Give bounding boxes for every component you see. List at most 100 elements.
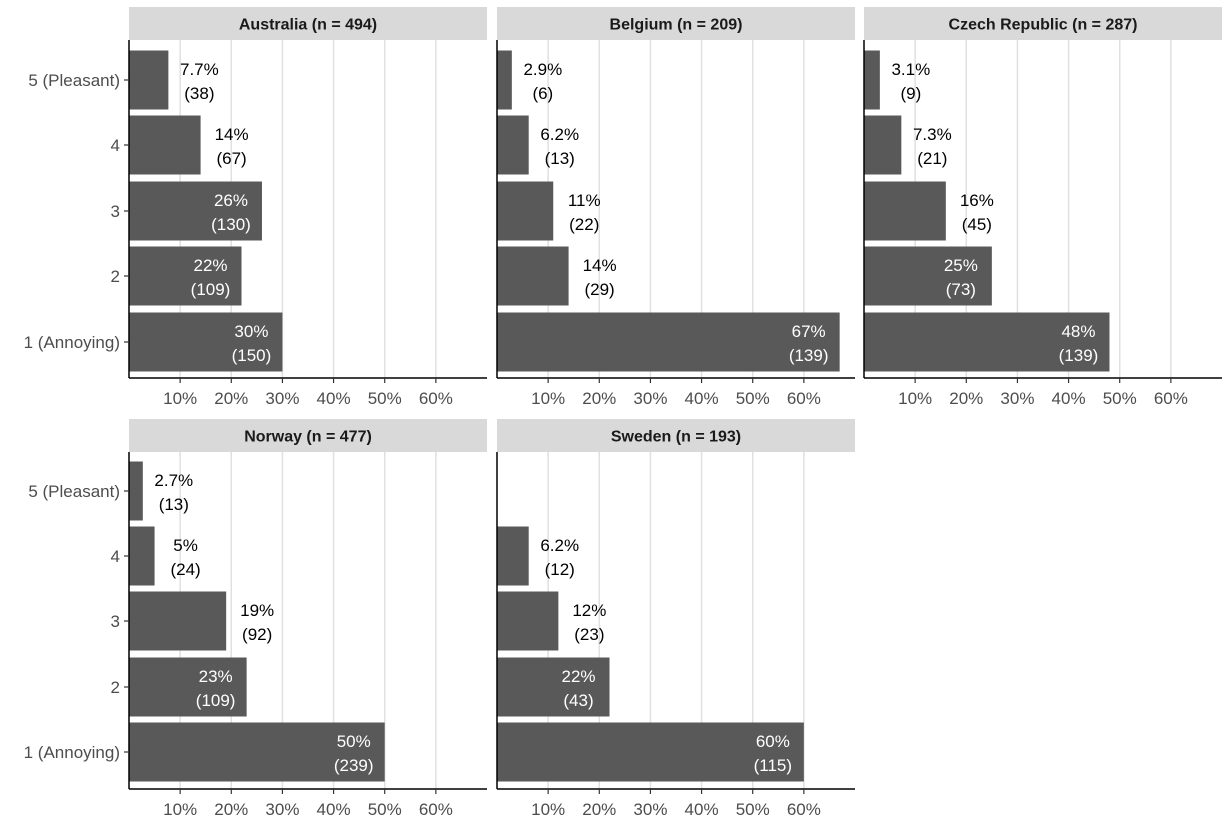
x-tick-label: 60% [419, 800, 453, 819]
y-tick-label: 5 (Pleasant) [28, 482, 120, 501]
x-tick-label: 30% [633, 800, 667, 819]
bar-count-label: (109) [191, 280, 231, 299]
facet-strip-sweden [497, 419, 855, 452]
bar-value-label: 2.9% [523, 60, 562, 79]
bar [497, 246, 569, 306]
bar-count-label: (130) [211, 215, 251, 234]
y-tick-label: 1 (Annoying) [24, 333, 120, 352]
facet-strip-czech-republic [864, 7, 1222, 40]
bar-value-label: 26% [214, 191, 248, 210]
bar [497, 526, 529, 586]
bar [497, 50, 512, 110]
x-tick-label: 20% [214, 800, 248, 819]
bar-count-label: (38) [184, 84, 214, 103]
y-tick-label: 4 [111, 136, 120, 155]
x-tick-label: 40% [317, 389, 351, 408]
x-tick-label: 10% [163, 800, 197, 819]
bar [864, 181, 946, 241]
bar [497, 591, 559, 651]
bar-count-label: (139) [789, 346, 829, 365]
bar-count-label: (13) [545, 149, 575, 168]
x-tick-label: 50% [368, 800, 402, 819]
bar [864, 50, 880, 110]
bar-value-label: 7.7% [180, 60, 219, 79]
x-tick-label: 50% [368, 389, 402, 408]
x-tick-label: 50% [1103, 389, 1137, 408]
y-tick-label: 1 (Annoying) [24, 743, 120, 762]
y-tick-label: 2 [111, 267, 120, 286]
bar [129, 115, 201, 175]
bar-count-label: (24) [170, 560, 200, 579]
bar-count-label: (92) [242, 625, 272, 644]
bar [129, 657, 247, 717]
x-tick-label: 60% [419, 389, 453, 408]
x-tick-label: 40% [1052, 389, 1086, 408]
bar-count-label: (115) [754, 756, 792, 775]
x-tick-label: 10% [163, 389, 197, 408]
bar-value-label: 6.2% [540, 536, 579, 555]
bar-count-label: (109) [196, 691, 236, 710]
x-tick-label: 50% [736, 389, 770, 408]
y-tick-label: 3 [111, 612, 120, 631]
bar-value-label: 50% [337, 732, 371, 751]
bar [129, 50, 169, 110]
bar [497, 312, 840, 372]
bar-count-label: (45) [962, 215, 992, 234]
bar-count-label: (12) [545, 560, 575, 579]
bar [129, 181, 262, 241]
bar [497, 181, 554, 241]
x-tick-label: 40% [685, 800, 719, 819]
y-tick-label: 4 [111, 547, 120, 566]
facet-title: Australia (n = 494) [239, 17, 377, 34]
x-tick-label: 30% [265, 800, 299, 819]
x-tick-label: 30% [633, 389, 667, 408]
bar-value-label: 14% [583, 256, 617, 275]
x-tick-label: 20% [582, 389, 616, 408]
bar-value-label: 48% [1061, 322, 1095, 341]
x-tick-label: 10% [531, 389, 565, 408]
bar-count-label: (22) [569, 215, 599, 234]
bar [129, 246, 242, 306]
x-tick-label: 60% [787, 800, 821, 819]
x-tick-label: 50% [736, 800, 770, 819]
bar-value-label: 22% [561, 667, 595, 686]
x-tick-label: 60% [787, 389, 821, 408]
x-tick-label: 20% [949, 389, 983, 408]
bar-count-label: (13) [159, 495, 189, 514]
x-tick-label: 60% [1154, 389, 1188, 408]
facet-title: Sweden (n = 193) [611, 429, 741, 446]
bar-value-label: 3.1% [891, 60, 930, 79]
x-tick-label: 40% [685, 389, 719, 408]
bar-value-label: 5% [173, 536, 198, 555]
bar [497, 657, 610, 717]
bar-value-label: 2.7% [154, 471, 193, 490]
bar [497, 115, 529, 175]
facet-title: Czech Republic (n = 287) [949, 17, 1138, 34]
bar-value-label: 16% [960, 191, 994, 210]
bar-value-label: 23% [199, 667, 233, 686]
bar-value-label: 19% [240, 601, 274, 620]
x-tick-label: 20% [582, 800, 616, 819]
bar-count-label: (6) [532, 84, 553, 103]
bar [129, 722, 385, 782]
bar-count-label: (43) [563, 691, 593, 710]
bar [129, 312, 283, 372]
bar-count-label: (67) [216, 149, 246, 168]
x-tick-label: 40% [317, 800, 351, 819]
bar [864, 246, 992, 306]
bar-value-label: 67% [792, 322, 826, 341]
bar [864, 115, 902, 175]
bar-count-label: (9) [900, 84, 921, 103]
y-tick-label: 5 (Pleasant) [28, 71, 120, 90]
x-tick-label: 30% [265, 389, 299, 408]
facet-strip-norway [129, 419, 487, 452]
x-tick-label: 30% [1000, 389, 1034, 408]
bar-value-label: 12% [572, 601, 606, 620]
facet-title: Norway (n = 477) [244, 429, 372, 446]
y-tick-label: 2 [111, 678, 120, 697]
bar [864, 312, 1110, 372]
y-tick-label: 3 [111, 202, 120, 221]
bar [129, 591, 227, 651]
bar-count-label: (73) [946, 280, 976, 299]
